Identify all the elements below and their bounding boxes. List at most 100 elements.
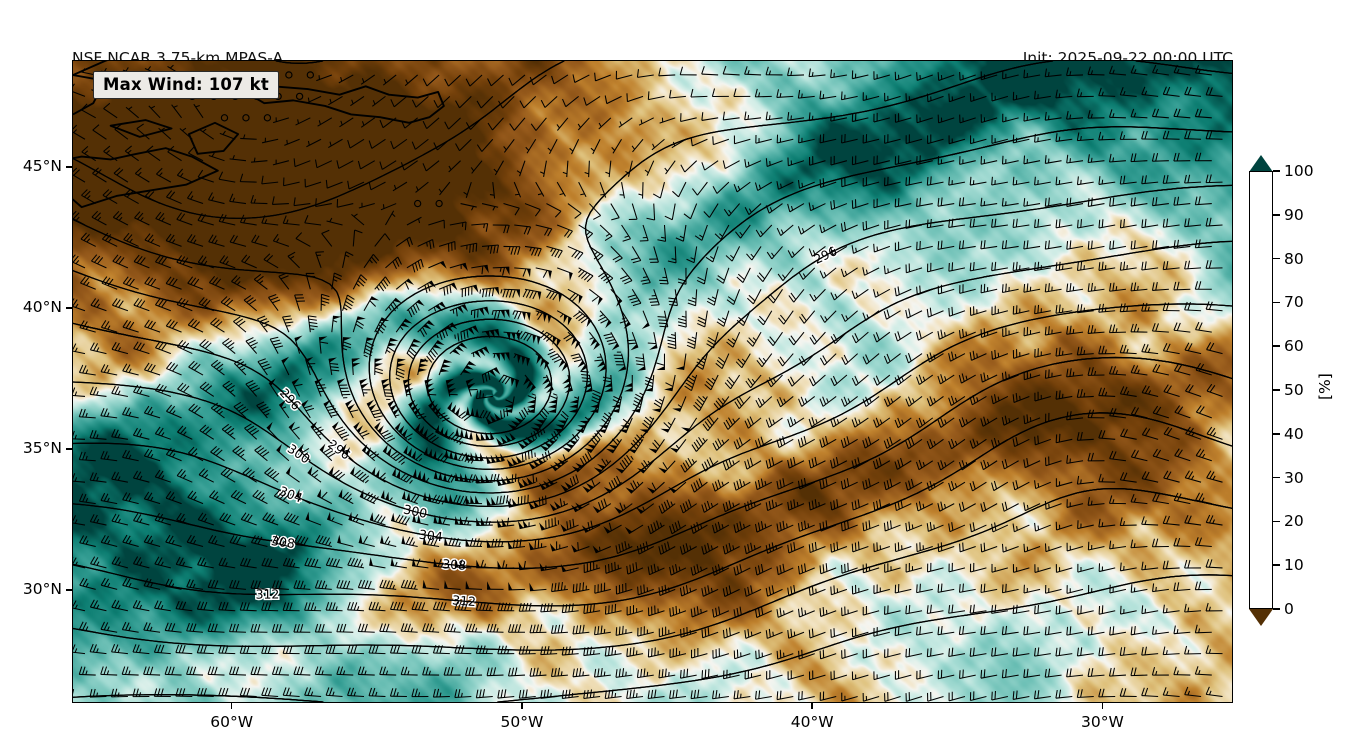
wind-barb-full	[89, 386, 94, 395]
wind-barb-full	[555, 428, 561, 437]
wind-barb-full	[950, 438, 955, 448]
wind-barb-full	[693, 523, 697, 532]
wind-barb-pennant	[536, 355, 542, 365]
wind-barb-staff	[448, 74, 461, 87]
wind-barb-full	[635, 562, 638, 571]
wind-barb-staff	[272, 542, 290, 547]
wind-barb-full	[1144, 302, 1148, 312]
wind-barb-staff	[744, 73, 762, 76]
wind-barb-half	[355, 283, 360, 287]
wind-barb-pennant	[603, 526, 611, 534]
wind-barb-half	[348, 497, 353, 502]
wind-barb-full	[1004, 459, 1008, 468]
wind-barb-half	[96, 476, 99, 482]
wind-barb-full	[1130, 323, 1134, 332]
wind-barb-full	[1058, 304, 1061, 313]
wind-barb-full	[738, 316, 746, 324]
wind-barb-full	[197, 512, 204, 520]
wind-barb-half	[636, 481, 640, 486]
wind-barb-full	[1165, 174, 1169, 184]
wind-barb-pennant	[467, 327, 475, 335]
wind-barb-pennant	[419, 425, 425, 435]
wind-barb-full	[736, 480, 740, 489]
wind-barb-full	[918, 417, 923, 426]
wind-barb-full	[808, 112, 811, 121]
wind-barb-staff	[959, 203, 976, 207]
wind-barb-full	[363, 491, 371, 499]
wind-barb-full	[873, 419, 877, 428]
wind-barb-pennant	[388, 342, 397, 347]
wind-barb-full	[324, 537, 331, 546]
wind-barb-full	[614, 561, 616, 571]
wind-barb-full	[1165, 302, 1170, 311]
wind-barb-full	[832, 458, 836, 467]
wind-barb-half	[1058, 93, 1061, 98]
wind-barb-pennant	[547, 478, 555, 486]
wind-barb-full	[594, 432, 601, 440]
wind-barb-full	[994, 349, 997, 359]
wind-barb-half	[730, 254, 734, 259]
wind-barb-staff	[671, 524, 687, 535]
wind-barb-full	[808, 459, 812, 469]
wind-barb-full	[1066, 154, 1069, 164]
wind-barb-pennant	[536, 336, 541, 345]
wind-barb-pennant	[307, 466, 313, 475]
height-contour	[73, 266, 696, 494]
wind-barb-full	[1198, 322, 1203, 331]
wind-barb-staff	[100, 458, 118, 462]
wind-barb-staff	[1024, 503, 1041, 512]
wind-barb-staff	[873, 203, 890, 209]
wind-barb-full	[212, 447, 220, 455]
wind-barb-full	[1015, 480, 1019, 489]
wind-barb-staff	[497, 524, 515, 528]
wind-barb-full	[787, 418, 791, 428]
wind-barb-full	[677, 278, 687, 282]
wind-barb-full	[1155, 323, 1159, 332]
wind-barb-staff	[415, 95, 429, 108]
wind-barb-full	[750, 542, 753, 551]
wind-barb-staff	[1131, 413, 1148, 419]
wind-barb-staff	[721, 353, 730, 369]
wind-barb-full	[787, 501, 790, 511]
wind-barb-full	[601, 458, 607, 467]
wind-barb-half	[211, 196, 215, 201]
wind-barb-staff	[165, 240, 182, 247]
wind-barb-half	[954, 397, 958, 403]
wind-barb-full	[728, 376, 735, 384]
wind-barb-full	[728, 542, 732, 552]
wind-barb-full	[128, 321, 135, 330]
wind-barb-pennant	[575, 462, 584, 469]
wind-barb-staff	[166, 325, 182, 333]
map-plot-area[interactable]: 296 296 296 296 296 296 300 300 300 300 304 304 304 3…	[72, 60, 1233, 703]
wind-barb-full	[182, 257, 189, 265]
wind-barb-pennant	[435, 424, 440, 434]
wind-barb-half	[986, 374, 989, 380]
wind-barb-staff	[328, 138, 343, 148]
wind-barb-half	[657, 566, 659, 571]
height-contour	[1036, 61, 1054, 64]
wind-barb-full	[262, 451, 270, 458]
wind-barb-staff	[757, 181, 773, 191]
wind-barb-full	[782, 520, 785, 530]
wind-barb-full	[983, 240, 986, 249]
wind-barb-full	[1177, 406, 1184, 414]
wind-barb-half	[203, 517, 208, 523]
wind-barb-half	[381, 476, 386, 481]
wind-barb-staff	[385, 210, 395, 226]
wind-barb-full	[738, 396, 745, 405]
wind-barb-staff	[1184, 181, 1202, 184]
wind-barb-full	[687, 457, 693, 466]
wind-barb-full	[972, 261, 975, 271]
wind-barb-pennant	[459, 516, 464, 525]
wind-barb-full	[387, 346, 395, 353]
wind-barb-full	[132, 470, 139, 479]
wind-barb-full	[586, 233, 594, 240]
wind-barb-full	[717, 275, 725, 281]
wind-barb-half	[802, 273, 806, 278]
wind-barb-staff	[79, 500, 96, 505]
wind-barb-staff	[176, 475, 193, 483]
wind-barb-staff	[294, 541, 311, 547]
wind-barb-staff	[618, 117, 633, 128]
wind-barb-half	[876, 291, 879, 296]
wind-barb-full	[642, 282, 651, 285]
